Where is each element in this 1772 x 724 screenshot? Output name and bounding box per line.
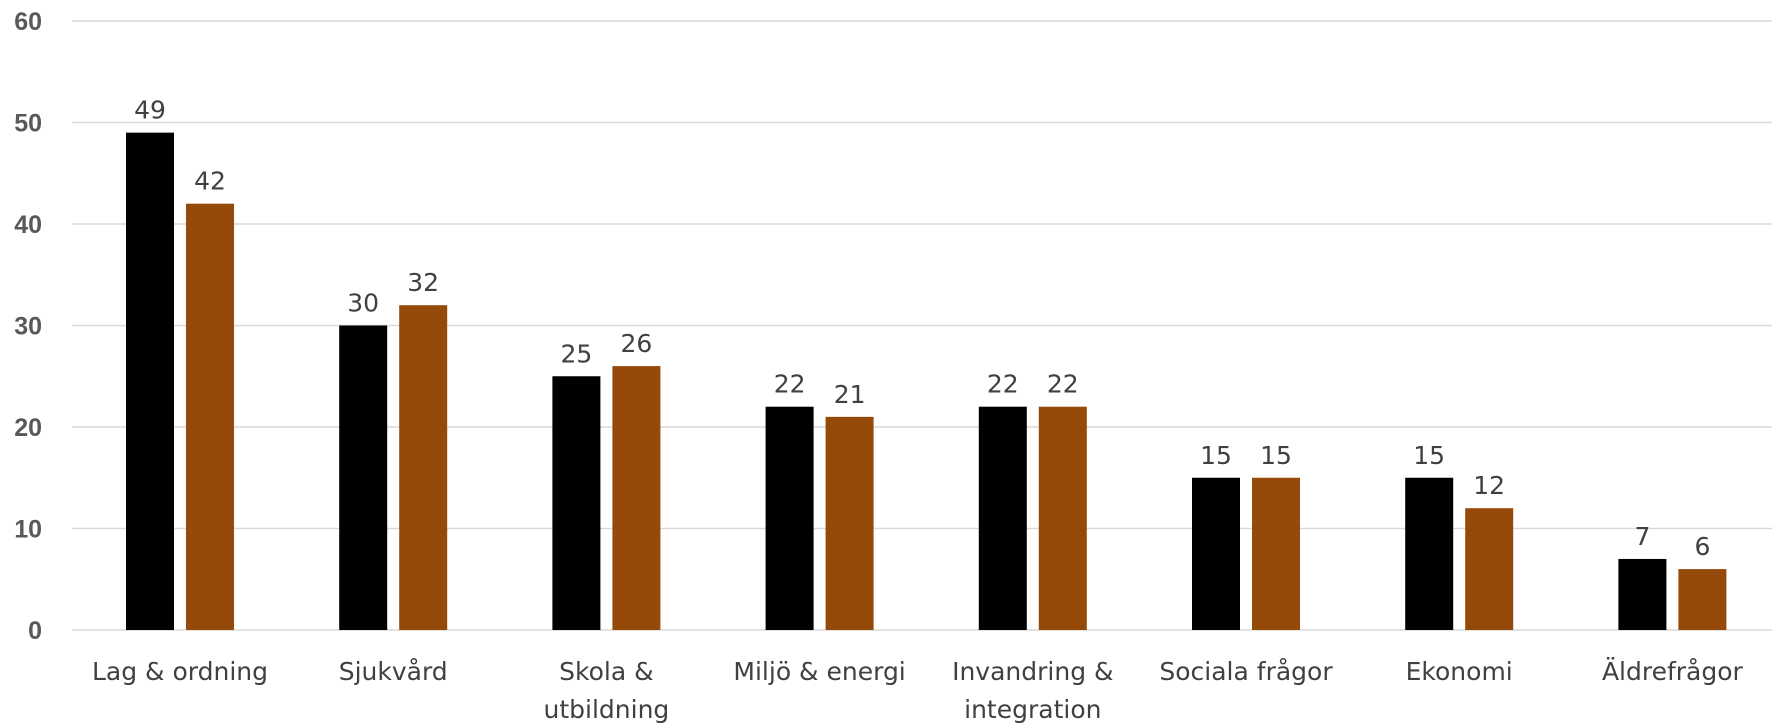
data-label: 30 [347,289,379,318]
category-label: integration [964,695,1101,724]
data-label: 12 [1473,471,1505,500]
y-axis-ticks: 0 10 20 30 40 50 60 [14,8,42,645]
bar-series1-cat8 [1618,558,1667,630]
gridlines [72,20,1772,631]
bar-series1-cat3 [552,376,601,630]
data-label: 32 [407,268,439,297]
data-label: 22 [987,370,1019,399]
x-axis-categories: Lag & ordning Sjukvård Skola & utbildning Mi… [92,657,1744,724]
category-label: Lag & ordning [92,657,268,686]
data-label: 49 [134,96,166,125]
category-label: Miljö & energi [733,657,905,686]
bar-series2-cat1 [186,203,234,630]
bar-series2-cat4 [825,416,874,630]
y-tick-label: 10 [14,516,42,544]
bar-series2-cat7 [1465,508,1514,630]
bar-series1-cat4 [765,406,814,630]
data-label: 25 [560,339,592,368]
data-label: 26 [620,329,652,358]
bar-series1-cat5 [978,406,1027,630]
data-labels: 49 42 30 32 25 26 22 21 22 22 15 15 15 12 7 6 [134,96,1710,561]
bar-series2-cat3 [612,366,661,630]
bar-series1-cat2 [339,325,388,630]
bar-series1-cat1 [126,132,174,630]
category-label: Invandring & [952,657,1113,686]
data-label: 7 [1634,522,1650,551]
bar-series1-cat6 [1192,477,1240,630]
category-label: Skola & [559,657,653,686]
y-tick-label: 0 [28,617,42,645]
data-label: 15 [1260,441,1292,470]
bars [126,132,1727,630]
y-tick-label: 50 [14,110,42,138]
bar-series2-cat2 [399,305,448,630]
y-tick-label: 30 [14,313,42,341]
bar-series2-cat5 [1038,406,1087,630]
data-label: 15 [1200,441,1232,470]
bar-series1-cat7 [1405,477,1454,630]
y-tick-label: 20 [14,414,42,442]
category-label: Sociala frågor [1159,657,1333,686]
data-label: 22 [774,370,806,399]
y-tick-label: 40 [14,211,42,239]
data-label: 15 [1413,441,1445,470]
data-label: 6 [1694,532,1710,561]
category-label: Äldrefrågor [1602,657,1744,686]
bar-series2-cat8 [1678,569,1727,630]
data-label: 21 [834,380,866,409]
category-label: utbildning [544,695,670,724]
y-tick-label: 60 [14,8,42,36]
category-label: Ekonomi [1406,657,1513,686]
category-label: Sjukvård [339,657,448,686]
bar-series2-cat6 [1252,477,1300,630]
data-label: 42 [194,167,226,196]
data-label: 22 [1047,370,1079,399]
